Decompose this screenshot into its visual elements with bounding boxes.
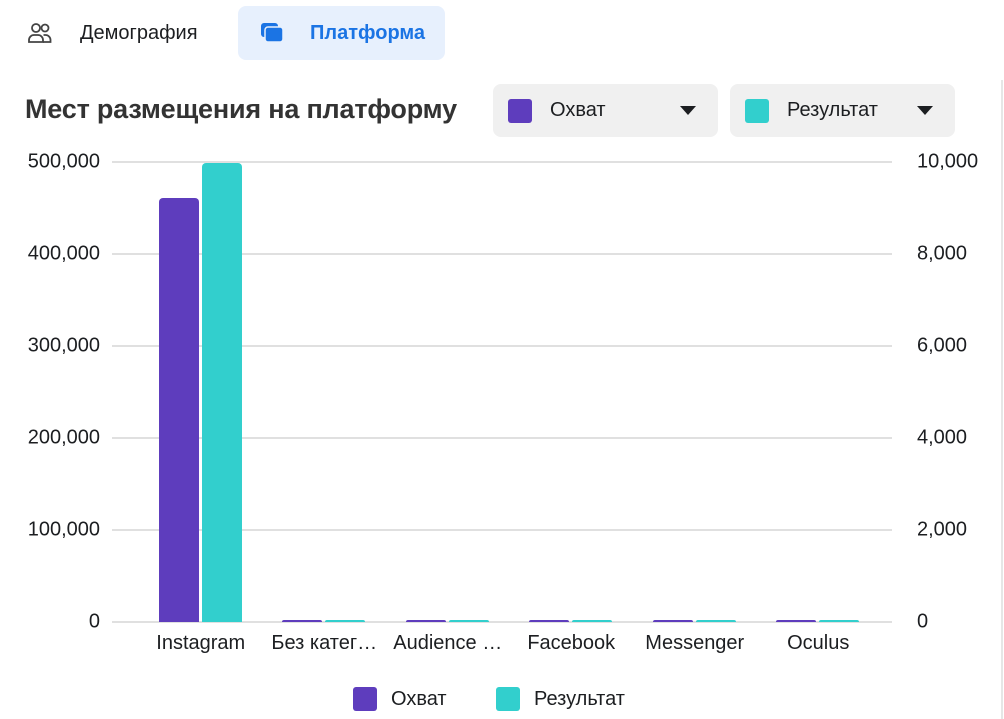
bar-reach[interactable] <box>158 197 199 622</box>
x-axis-category-label: Messenger <box>645 632 745 654</box>
y-axis-right-tick: 8,000 <box>917 242 968 265</box>
y-axis-right-tick: 4,000 <box>917 426 968 449</box>
legend-label-result: Результат <box>534 687 625 710</box>
tab-demographics-label: Демография <box>80 21 198 44</box>
bar-result[interactable] <box>819 620 860 622</box>
x-axis-category-label: Без катег… <box>271 632 378 654</box>
tab-demographics[interactable]: Демография <box>16 6 226 60</box>
reach-dropdown-label: Охват <box>550 99 606 121</box>
panel-divider <box>1001 80 1003 719</box>
chart-title: Мест размещения на платформу <box>25 94 457 124</box>
legend-swatch-result <box>496 687 520 711</box>
bar-result[interactable] <box>695 620 736 622</box>
y-axis-left-tick: 0 <box>88 610 100 633</box>
grid-line <box>112 253 892 255</box>
people-icon <box>26 19 54 47</box>
bar-result[interactable] <box>448 620 489 622</box>
legend-label-reach: Охват <box>391 687 447 710</box>
bar-reach[interactable] <box>282 620 323 622</box>
result-color-swatch <box>745 98 769 123</box>
y-axis-left-tick: 200,000 <box>27 426 100 449</box>
legend-swatch-reach <box>353 687 377 711</box>
x-axis-category-label: Instagram <box>156 632 246 654</box>
y-axis-left-tick: 300,000 <box>27 334 100 357</box>
bar-reach[interactable] <box>405 620 446 622</box>
reach-color-swatch <box>508 98 532 123</box>
y-axis-left-tick: 100,000 <box>27 518 100 541</box>
y-axis-right-tick: 6,000 <box>917 334 968 357</box>
grid-line <box>112 621 892 623</box>
y-axis-left-tick: 500,000 <box>27 150 100 173</box>
grid-line <box>112 161 892 163</box>
bar-result[interactable] <box>201 162 242 622</box>
legend-item-reach[interactable]: Охват <box>353 685 447 713</box>
x-axis-category-label: Audience … <box>393 632 503 654</box>
x-axis-category-label: Oculus <box>787 632 850 654</box>
result-dropdown-label: Результат <box>787 99 878 121</box>
bar-result[interactable] <box>325 620 366 622</box>
y-axis-left-tick: 400,000 <box>27 242 100 265</box>
y-axis-right-tick: 10,000 <box>917 150 979 173</box>
tab-platform[interactable]: Платформа <box>238 6 445 60</box>
grid-line <box>112 345 892 347</box>
platform-icon <box>258 19 286 47</box>
bar-reach[interactable] <box>529 620 570 622</box>
bar-reach[interactable] <box>652 620 693 622</box>
result-metric-dropdown[interactable]: Результат <box>730 84 955 137</box>
grid-line <box>112 437 892 439</box>
bar-reach[interactable] <box>776 620 817 622</box>
reach-metric-dropdown[interactable]: Охват <box>493 84 718 137</box>
legend-item-result[interactable]: Результат <box>496 685 625 713</box>
caret-down-icon <box>680 106 696 115</box>
caret-down-icon <box>917 106 933 115</box>
y-axis-right-tick: 2,000 <box>917 518 968 541</box>
tab-bar: Демография Платформа <box>0 0 1004 70</box>
bar-result[interactable] <box>572 620 613 622</box>
x-axis-category-label: Facebook <box>527 632 616 654</box>
grid-line <box>112 529 892 531</box>
y-axis-right-tick: 0 <box>917 610 929 633</box>
tab-platform-label: Платформа <box>310 21 426 44</box>
bar-chart: 500,000 10,000 400,000 8,000 300,000 6,000 200… <box>0 140 1004 670</box>
